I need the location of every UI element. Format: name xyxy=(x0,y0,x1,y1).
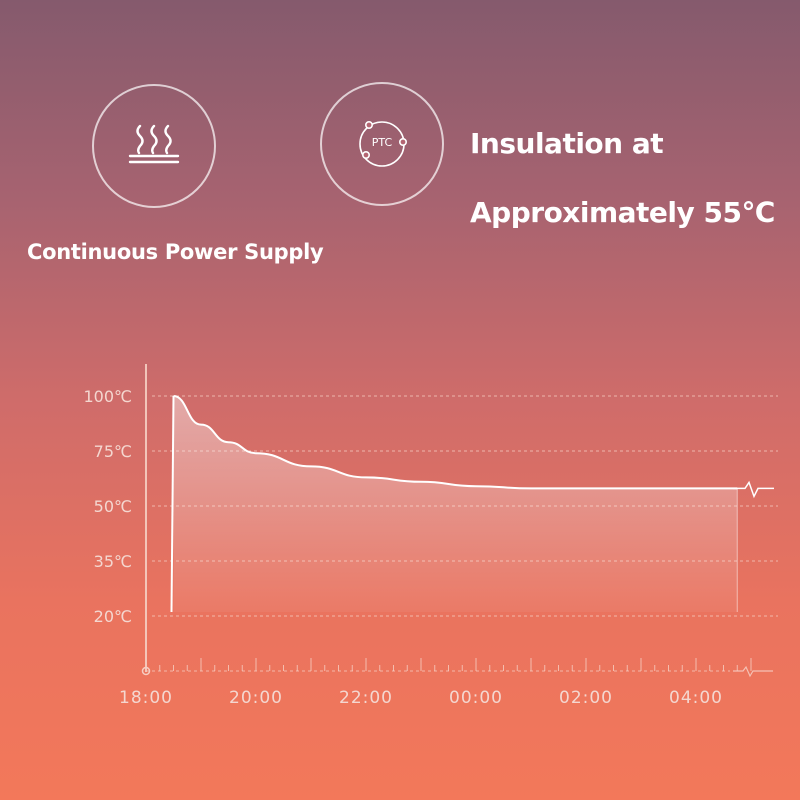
insulation-label-line1: Insulation at xyxy=(470,127,664,160)
insulation-label-line2: Approximately 55℃ xyxy=(470,196,775,229)
x-tick-label: 18:00 xyxy=(119,688,173,708)
ptc-badge-text: PTC xyxy=(371,136,393,149)
x-tick-label: 02:00 xyxy=(559,688,613,708)
temperature-area xyxy=(173,396,738,612)
heat-feature-circle xyxy=(92,84,216,208)
x-tick-label: 04:00 xyxy=(669,688,723,708)
y-tick-label: 50℃ xyxy=(94,497,132,516)
y-tick-label: 75℃ xyxy=(94,442,132,461)
heat-up-line xyxy=(170,395,175,613)
axis-continuation-squiggle xyxy=(733,665,773,678)
y-tick-label: 100℃ xyxy=(83,387,132,406)
ptc-feature-circle: PTC xyxy=(320,82,444,206)
x-tick-label: 22:00 xyxy=(339,688,393,708)
x-tick-label: 20:00 xyxy=(229,688,283,708)
x-tick-label: 00:00 xyxy=(449,688,503,708)
ptc-chip-icon xyxy=(359,120,408,167)
temperature-curve xyxy=(173,395,738,490)
y-tick-label: 20℃ xyxy=(94,607,132,626)
axis-origin-dot xyxy=(141,666,151,676)
continuous-power-label: Continuous Power Supply xyxy=(27,240,324,264)
heat-waves-icon xyxy=(128,124,180,164)
y-tick-label: 35℃ xyxy=(94,552,132,571)
curve-continuation-squiggle xyxy=(733,480,774,499)
